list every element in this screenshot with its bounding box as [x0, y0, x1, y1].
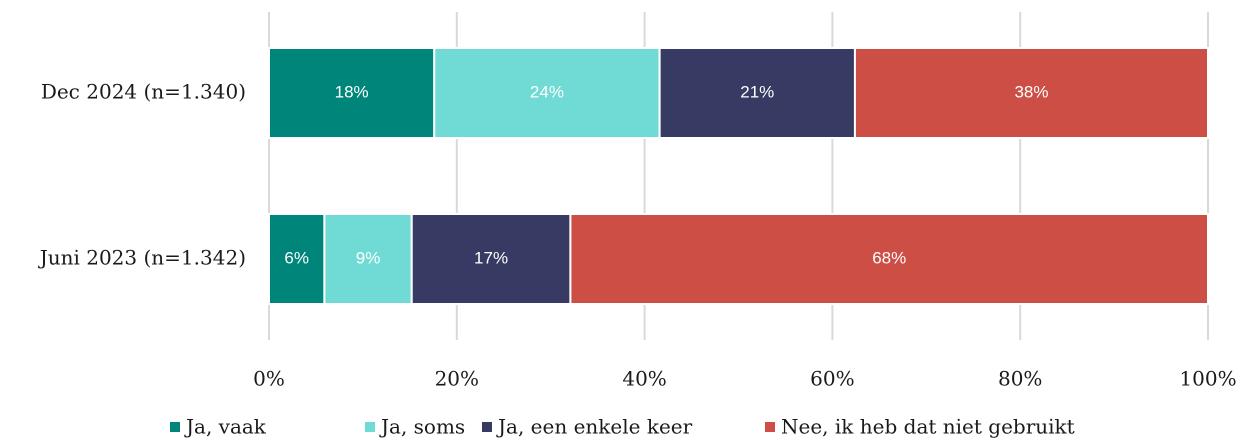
data-label: 21%: [740, 82, 774, 101]
x-tick-label: 40%: [622, 367, 666, 391]
legend-label: Nee, ik heb dat niet gebruikt: [781, 415, 1075, 439]
legend-label: Ja, soms: [379, 415, 465, 439]
bar-segment: [853, 47, 1209, 139]
legend-swatch: [365, 422, 375, 432]
bar-segment: [268, 47, 436, 139]
x-tick-label: 100%: [1179, 367, 1236, 391]
x-tick-label: 20%: [435, 367, 479, 391]
x-tick-label: 60%: [810, 367, 854, 391]
legend-swatch: [170, 422, 180, 432]
legend-swatch: [482, 422, 492, 432]
data-label: 17%: [474, 248, 508, 267]
legend-label: Ja, een enkele keer: [496, 415, 693, 439]
data-label: 18%: [335, 82, 369, 101]
data-label: 9%: [356, 248, 381, 267]
x-tick-label: 0%: [253, 367, 285, 391]
data-label: 24%: [530, 82, 564, 101]
y-tick-label: Juni 2023 (n=1.342): [38, 246, 246, 270]
legend-label: Ja, vaak: [184, 415, 267, 439]
legend-swatch: [765, 422, 775, 432]
data-label: 6%: [284, 248, 309, 267]
x-tick-label: 80%: [998, 367, 1042, 391]
bar-segment: [410, 213, 572, 305]
bar-segment: [569, 213, 1209, 305]
data-label: 38%: [1014, 82, 1048, 101]
y-tick-label: Dec 2024 (n=1.340): [41, 80, 246, 104]
data-label: 68%: [872, 248, 906, 267]
bar-segment: [323, 213, 413, 305]
bar-segment: [268, 213, 326, 305]
